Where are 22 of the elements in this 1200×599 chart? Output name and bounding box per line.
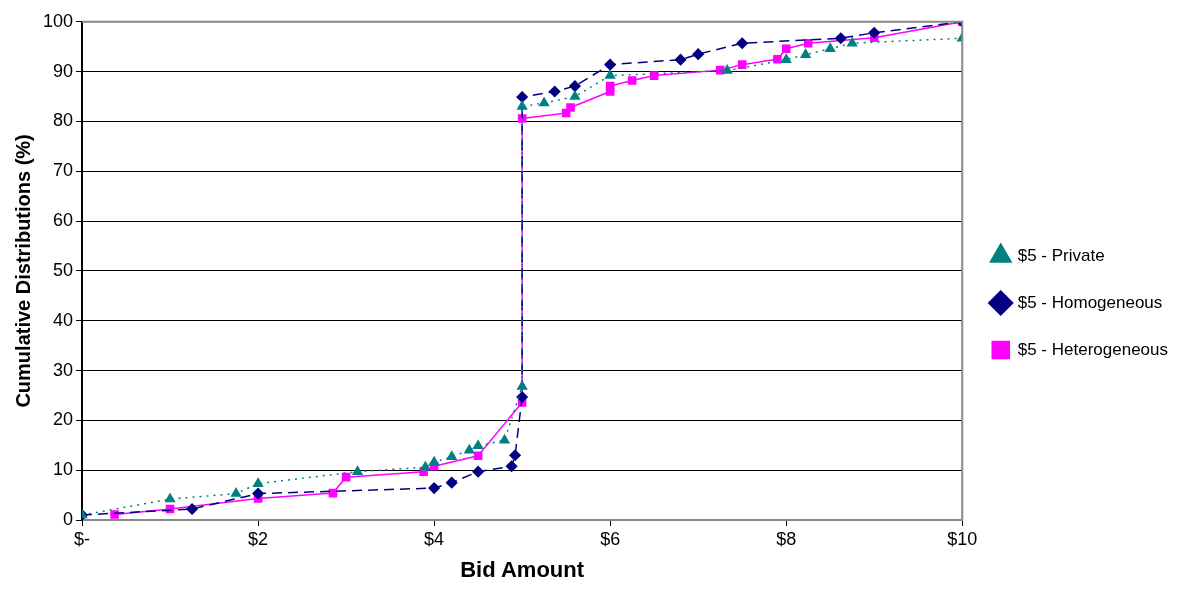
y-tick-label: 40: [53, 309, 74, 330]
x-tick-label: $2: [248, 528, 269, 549]
y-tick-label: 60: [53, 210, 74, 231]
x-tick-label: $4: [424, 528, 445, 549]
y-tick-label: 30: [53, 359, 74, 380]
y-tick-label: 100: [42, 10, 74, 31]
y-tick-label: 10: [53, 459, 74, 480]
x-axis-title: Bid Amount: [460, 556, 585, 582]
legend-label: $5 - Private: [1017, 245, 1105, 265]
y-tick-label: 20: [53, 409, 74, 430]
y-tick-label: 80: [53, 110, 74, 131]
legend-label: $5 - Heterogeneous: [1017, 339, 1169, 359]
y-tick-label: 0: [63, 508, 74, 529]
x-tick-label: $8: [776, 528, 797, 549]
x-tick-label: $-: [74, 528, 91, 549]
y-tick-label: 50: [53, 259, 74, 280]
y-axis-title: Cumulative Distributions (%): [11, 134, 34, 408]
y-tick-label: 70: [53, 160, 74, 181]
legend-label: $5 - Homogeneous: [1017, 292, 1163, 312]
x-tick-label: $6: [600, 528, 621, 549]
y-tick-label: 90: [53, 60, 74, 81]
x-tick-label: $10: [947, 528, 978, 549]
